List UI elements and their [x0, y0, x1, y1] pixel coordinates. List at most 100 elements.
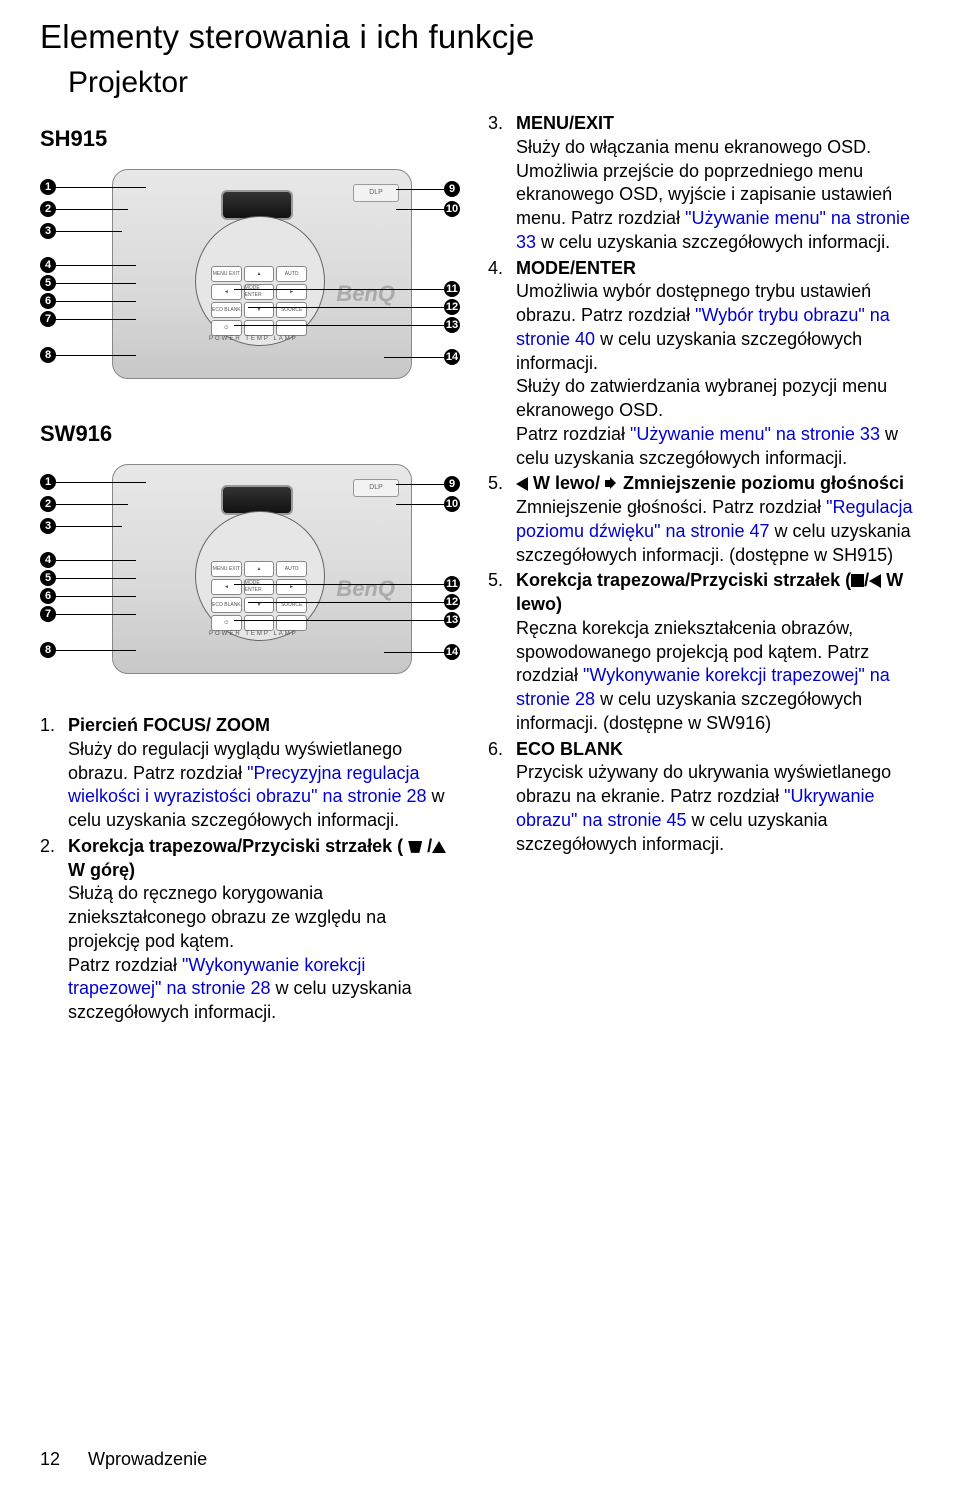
- callout: 10: [444, 496, 460, 512]
- callout-line: [234, 289, 444, 290]
- callout: 4: [40, 257, 56, 273]
- keystone-icon: [408, 841, 422, 853]
- callout-line: [396, 484, 444, 485]
- item-body: w celu uzyskania szczegółowych informacj…: [536, 232, 890, 252]
- callout-line: [56, 283, 136, 284]
- callout-line: [234, 620, 444, 621]
- callout-line: [56, 265, 136, 266]
- panel-btn: ▲: [244, 266, 275, 282]
- callout-line: [248, 602, 444, 603]
- panel-btn: ⏻: [211, 615, 242, 631]
- callout-line: [384, 357, 444, 358]
- panel-btn: MENU EXIT: [211, 266, 242, 282]
- panel-btn: ◄: [211, 579, 242, 595]
- panel-btn: MODE ENTER: [244, 284, 275, 300]
- panel-btn: AUTO: [276, 266, 307, 282]
- callout-line: [56, 355, 136, 356]
- item-number: 6.: [488, 738, 516, 857]
- callout-line: [56, 504, 128, 505]
- item-number: 3.: [488, 112, 516, 255]
- panel-btn: ⏻: [211, 320, 242, 336]
- page-title: Elementy sterowania i ich funkcje: [40, 18, 920, 56]
- brand-logo: BenQ: [336, 279, 395, 308]
- projector-body: DLP BenQ MENU EXIT ▲ AUTO ◄ MODE ENTER ►…: [112, 464, 412, 674]
- callout: 6: [40, 588, 56, 604]
- model-label-a: SH915: [40, 124, 460, 153]
- callout-line: [234, 325, 444, 326]
- list-item: 3. MENU/EXIT Służy do włączania menu ekr…: [488, 112, 920, 255]
- item-number: 1.: [40, 714, 68, 833]
- led-labels: POWER TEMP LAMP: [209, 336, 298, 344]
- callout-line: [56, 650, 136, 651]
- callout: 3: [40, 223, 56, 239]
- callout: 13: [444, 317, 460, 333]
- panel-btn: ◄: [211, 284, 242, 300]
- item-number: 5.: [488, 472, 516, 567]
- panel-btn: MENU EXIT: [211, 561, 242, 577]
- item-body: Zmniejszenie głośności. Patrz rozdział: [516, 497, 826, 517]
- callout-line: [56, 482, 146, 483]
- callout: 12: [444, 594, 460, 610]
- list-item: 5. W lewo/ Zmniejszenie poziomu głośnośc…: [488, 472, 920, 567]
- list-item: 2. Korekcja trapezowa/Przyciski strzałek…: [40, 835, 460, 1025]
- callout-line: [56, 560, 136, 561]
- callout: 9: [444, 476, 460, 492]
- panel-btn: SOURCE: [276, 302, 307, 318]
- list-item: 5. Korekcja trapezowa/Przyciski strzałek…: [488, 569, 920, 735]
- callout: 2: [40, 201, 56, 217]
- panel-btn: ECO BLANK: [211, 597, 242, 613]
- brand-logo: BenQ: [336, 574, 395, 603]
- item-number: 5.: [488, 569, 516, 735]
- projector-figure-a: DLP BenQ MENU EXIT ▲ AUTO ◄ MODE ENTER ►…: [40, 161, 460, 407]
- model-label-b: SW916: [40, 419, 460, 448]
- callout: 2: [40, 496, 56, 512]
- panel-btn: ▼: [244, 302, 275, 318]
- panel-btn: AUTO: [276, 561, 307, 577]
- callout-line: [56, 187, 146, 188]
- page-number: 12: [40, 1449, 60, 1470]
- callout-line: [396, 209, 444, 210]
- callout: 13: [444, 612, 460, 628]
- item-title: W lewo/ Zmniejszenie poziomu głośności: [516, 473, 904, 493]
- item-title: ECO BLANK: [516, 739, 623, 759]
- callout: 14: [444, 644, 460, 660]
- panel-btn: ▲: [244, 561, 275, 577]
- panel-btn: [276, 615, 307, 631]
- panel-btn: ▼: [244, 597, 275, 613]
- item-title: Korekcja trapezowa/Przyciski strzałek (/…: [516, 570, 903, 614]
- page-subtitle: Projektor: [68, 66, 920, 100]
- left-column: SH915 DLP BenQ MENU EXIT ▲ AUTO ◄ MODE E…: [40, 112, 460, 1027]
- xref-link[interactable]: "Używanie menu" na stronie 33: [630, 424, 880, 444]
- arrow-up-icon: [432, 841, 446, 853]
- callout-line: [56, 209, 128, 210]
- callout: 10: [444, 201, 460, 217]
- callout: 8: [40, 347, 56, 363]
- callout-line: [56, 526, 122, 527]
- callout: 5: [40, 275, 56, 291]
- callout-line: [56, 614, 136, 615]
- callout: 1: [40, 474, 56, 490]
- panel-btn: [244, 320, 275, 336]
- item-title: Piercień FOCUS/ ZOOM: [68, 715, 270, 735]
- list-item: 1. Piercień FOCUS/ ZOOM Służy do regulac…: [40, 714, 460, 833]
- callout-line: [248, 307, 444, 308]
- callout-line: [56, 319, 136, 320]
- callout-line: [56, 596, 136, 597]
- led-labels: POWER TEMP LAMP: [209, 631, 298, 639]
- callout-line: [396, 504, 444, 505]
- item-title: Korekcja trapezowa/Przyciski strzałek ( …: [68, 836, 446, 880]
- dlp-badge: DLP: [353, 184, 399, 202]
- arrow-left-icon: [516, 477, 528, 491]
- arrow-left-icon: [869, 574, 881, 588]
- callout: 8: [40, 642, 56, 658]
- callout: 7: [40, 311, 56, 327]
- callout-line: [234, 584, 444, 585]
- panel-btn: MODE ENTER: [244, 579, 275, 595]
- item-title: MENU/EXIT: [516, 113, 614, 133]
- callout: 14: [444, 349, 460, 365]
- panel-btn: [244, 615, 275, 631]
- panel-btn: [276, 320, 307, 336]
- dlp-badge: DLP: [353, 479, 399, 497]
- keystone-icon: [851, 574, 864, 587]
- item-number: 4.: [488, 257, 516, 471]
